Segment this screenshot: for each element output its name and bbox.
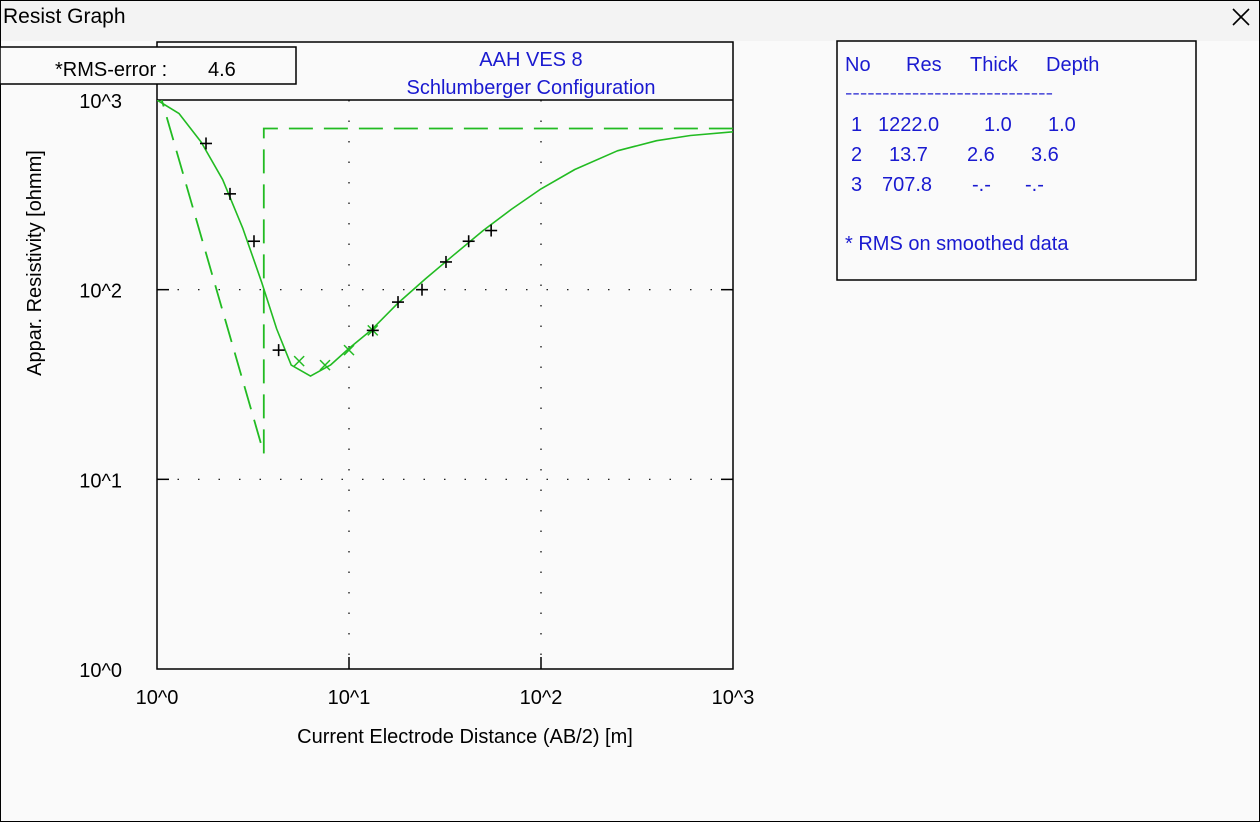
curve-layer: [157, 100, 733, 454]
row2-res: 13.7: [889, 144, 928, 166]
row3-depth: -.-: [1025, 174, 1044, 196]
layer-model-curve: [160, 100, 733, 454]
y-tick-label: 10^1: [79, 470, 122, 492]
header-res: Res: [906, 54, 942, 76]
smoothed-point: [293, 355, 305, 367]
row2-depth: 3.6: [1031, 144, 1059, 166]
tick-layer: 10^0 10^1 10^2 10^3 10^0 10^1 10^2 10^3: [79, 91, 754, 709]
header-depth: Depth: [1046, 54, 1099, 76]
title-bar: Resist Graph: [1, 1, 1259, 41]
chart-title: AAH VES 8: [479, 49, 582, 71]
rms-note: * RMS on smoothed data: [845, 233, 1069, 255]
row2-no: 2: [851, 144, 862, 166]
row1-no: 1: [851, 114, 862, 136]
x-axis-label: Current Electrode Distance (AB/2) [m]: [297, 726, 633, 748]
y-tick-label: 10^3: [79, 91, 122, 113]
header-no: No: [845, 54, 871, 76]
row3-thick: -.-: [972, 174, 991, 196]
y-axis-label: Appar. Resistivity [ohmm]: [24, 150, 46, 376]
close-button[interactable]: [1219, 1, 1259, 35]
observed-point: [366, 324, 379, 337]
smoothed-point: [319, 359, 331, 371]
rms-error-box: *RMS-error : 4.6: [0, 46, 297, 85]
grid-layer: [157, 100, 733, 669]
row3-no: 3: [851, 174, 862, 196]
header-thick: Thick: [970, 54, 1019, 76]
observed-point: [272, 344, 285, 357]
x-tick-label: 10^2: [520, 687, 563, 709]
row1-thick: 1.0: [984, 114, 1012, 136]
y-tick-label: 10^2: [79, 281, 122, 303]
y-tick-label: 10^0: [79, 660, 122, 682]
x-tick-label: 10^3: [712, 687, 755, 709]
x-tick-label: 10^1: [328, 687, 371, 709]
observed-point: [224, 187, 237, 200]
model-table-frame: [836, 40, 1197, 281]
observed-point: [392, 296, 405, 309]
rms-error-label: *RMS-error :: [55, 59, 167, 81]
observed-point: [439, 255, 452, 268]
x-tick-label: 10^0: [136, 687, 179, 709]
plot-frame: [156, 41, 734, 670]
model-table: No Res Thick Depth ---------------------…: [836, 40, 1197, 281]
observed-point: [200, 137, 213, 150]
smoothed-point: [343, 344, 355, 356]
chart-subtitle: Schlumberger Configuration: [406, 77, 655, 99]
row3-res: 707.8: [882, 174, 932, 196]
observed-point: [485, 224, 498, 237]
table-separator: ----------------------------: [845, 85, 1053, 102]
row1-res: 1222.0: [878, 114, 939, 136]
row1-depth: 1.0: [1048, 114, 1076, 136]
marker-layer: [200, 137, 498, 371]
window-title: Resist Graph: [3, 5, 126, 28]
observed-point: [416, 283, 429, 296]
row2-thick: 2.6: [967, 144, 995, 166]
close-x-icon: [1232, 8, 1250, 26]
rms-error-value: 4.6: [208, 59, 236, 81]
observed-point: [247, 235, 260, 248]
calculated-curve: [157, 100, 733, 377]
observed-point: [462, 235, 475, 248]
